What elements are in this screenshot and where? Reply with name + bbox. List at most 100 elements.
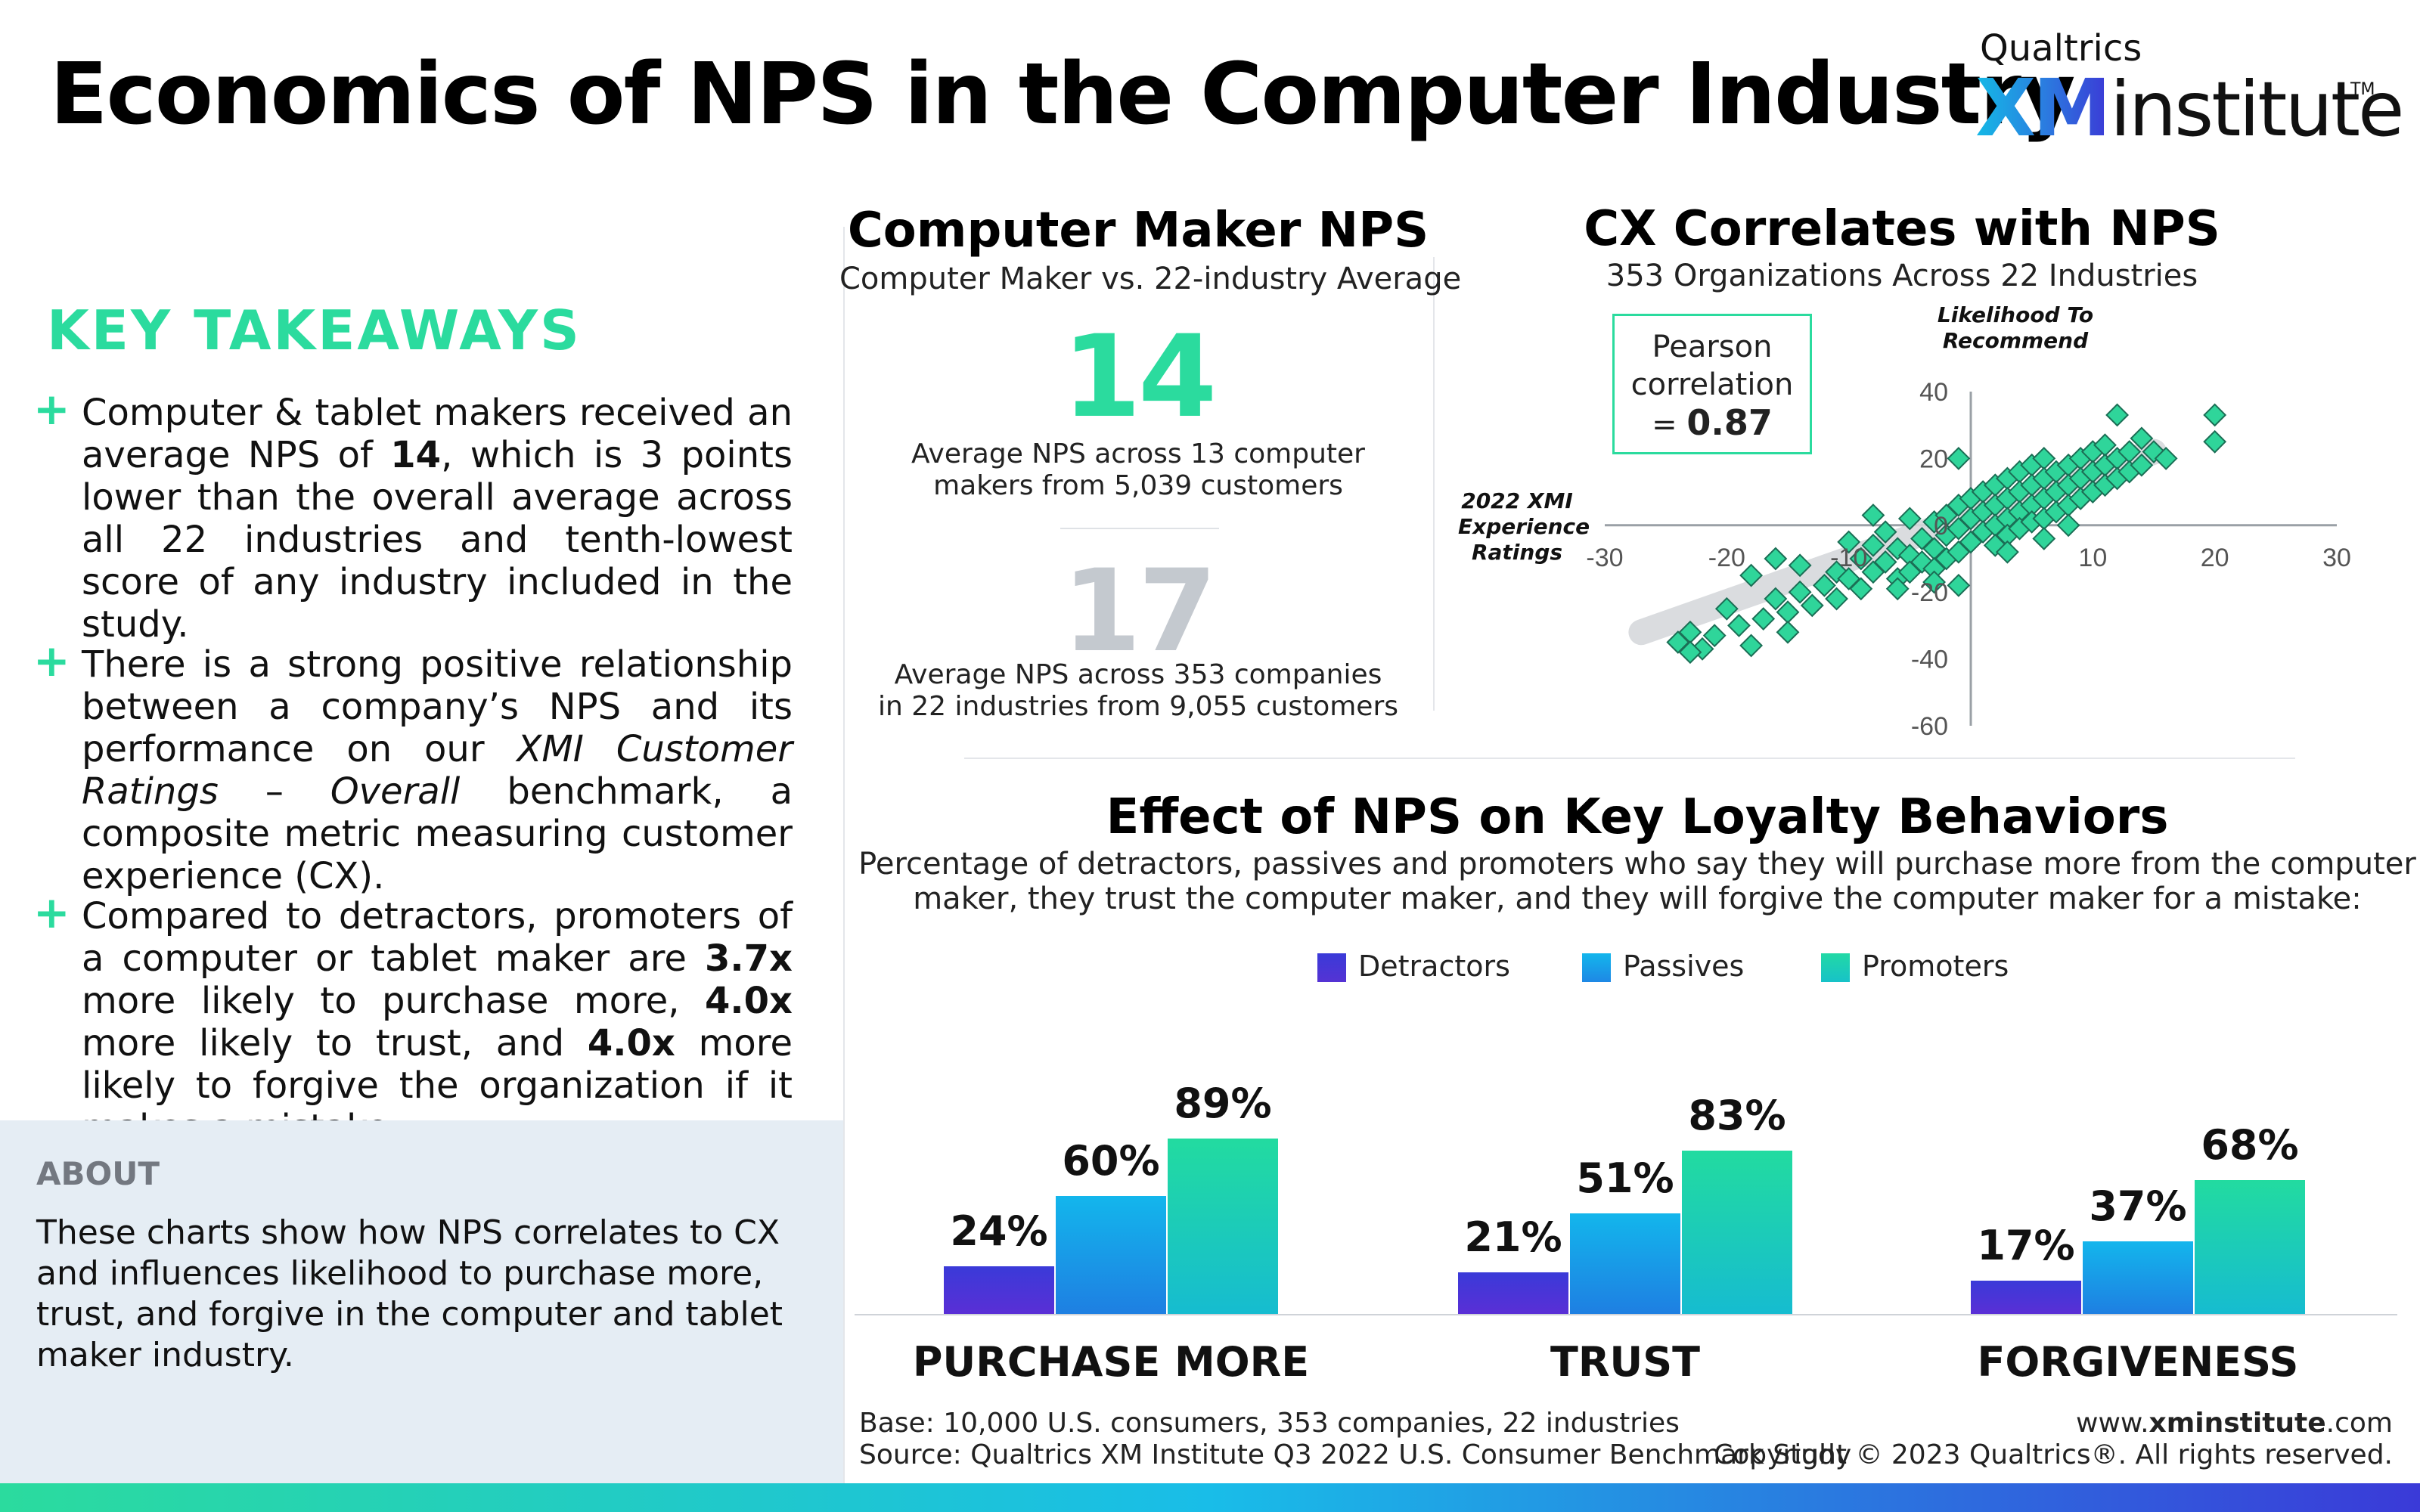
scatter-point [1739,634,1764,658]
scatter-point [1764,547,1788,571]
bar-data-label: 24% [950,1207,1048,1256]
scatter-point [1788,580,1812,604]
scatter-point [1678,640,1702,665]
scatter-y-tick: -60 [1911,712,1948,741]
scatter-point [1800,593,1824,618]
scatter-point [1910,527,1934,550]
scatter-point [2203,429,2227,454]
nps-panel-title: Computer Maker NPS [847,203,1429,259]
legend-swatch-passives [1582,953,1611,982]
pearson-line-1: Pearson [1652,330,1773,364]
panel-divider [1433,257,1435,711]
bar-category-label: TRUST [1550,1338,1700,1386]
scatter-point [1849,577,1873,601]
scatter-x-tick: -10 [1830,544,1867,572]
bar-detractors [944,1266,1054,1314]
footer-website[interactable]: www.xminstitute.com [2076,1408,2393,1439]
bar-chart-subtitle-1: Percentage of detractors, passives and p… [858,847,2416,881]
scatter-point [1837,530,1861,554]
pearson-annotation: Pearson correlation = 0.87 [1612,314,1812,454]
page-title: Economics of NPS in the Computer Industr… [50,45,2075,144]
scatter-point [1788,553,1812,578]
bottom-gradient-bar [0,1483,2420,1512]
bar-detractors [1971,1280,2081,1314]
scatter-point [1812,573,1836,597]
scatter-point [1727,613,1751,637]
logo-trademark: TM [2350,80,2375,99]
scatter-point [1837,567,1861,590]
bar-passives [2083,1241,2193,1314]
average-nps-value: 17 [1062,546,1218,677]
bar-category-label: FORGIVENESS [1977,1338,2299,1386]
scatter-point [1947,446,1971,470]
scatter-point [1947,573,1971,597]
scatter-point [2032,527,2056,550]
legend-label-detractors: Detractors [1358,950,1510,983]
scatter-point [1861,503,1885,527]
scatter-y-tick: -20 [1911,578,1948,607]
logo-qualtrics-text: Qualtrics [1980,27,2142,70]
pearson-line-2: correlation [1630,367,1794,402]
scatter-point [1776,620,1800,644]
bar-data-label: 37% [2089,1182,2187,1230]
bar-passives [1570,1213,1680,1314]
scatter-y-label: Likelihood To Recommend [1937,302,2094,353]
scatter-point [2105,403,2130,427]
bar-data-label: 21% [1464,1213,1562,1262]
scatter-point [1714,596,1739,621]
bar-promoters [1168,1139,1278,1314]
plus-icon: + [33,635,70,686]
scatter-y-tick: -40 [1911,646,1948,674]
scatter-point [2154,446,2178,470]
scatter-title: CX Correlates with NPS [1584,201,2220,257]
logo-xm-text: XM [1975,62,2111,154]
bar-category-label: PURCHASE MORE [912,1338,1310,1386]
scatter-x-label: 2022 XMI Experience Ratings [1458,488,1590,565]
average-nps-desc-2: in 22 industries from 9,055 customers [877,691,1399,722]
section-divider [964,758,2295,759]
scatter-point [1873,520,1897,544]
legend-swatch-promoters [1821,953,1850,982]
scatter-x-tick: 30 [2322,544,2351,572]
bar-data-label: 89% [1174,1080,1272,1127]
scatter-x-tick: -30 [1586,544,1623,572]
about-heading: ABOUT [36,1155,160,1192]
bar-promoters [2195,1179,2305,1314]
scatter-subtitle: 353 Organizations Across 22 Industries [1606,259,2198,293]
scatter-y-tick: 40 [1919,378,1948,407]
scatter-y-tick: 20 [1919,445,1948,473]
scatter-point [2056,513,2080,538]
legend-label-promoters: Promoters [1862,950,2009,983]
scatter-point [1873,550,1897,574]
bar-chart-title: Effect of NPS on Key Loyalty Behaviors [1106,789,2169,845]
bar-data-label: 51% [1576,1154,1674,1203]
takeaway-1: Computer & tablet makers received an ave… [82,392,793,646]
about-panel [0,1120,843,1485]
legend-label-passives: Passives [1623,950,1745,983]
column-divider [843,227,845,1483]
logo-institute-text: institute [2110,65,2405,153]
nps-divider [1060,528,1219,529]
bar-data-label: 60% [1062,1136,1160,1185]
bar-data-label: 68% [2201,1120,2299,1169]
scatter-point [1995,540,2019,564]
bar-chart-subtitle-2: maker, they trust the computer maker, an… [913,881,2362,916]
bar-data-label: 83% [1688,1091,1786,1139]
bar-data-label: 17% [1977,1221,2075,1269]
industry-nps-desc-2: makers from 5,039 customers [933,470,1343,501]
pearson-value: 0.87 [1686,402,1773,443]
scatter-x-tick: -20 [1708,544,1745,572]
industry-nps-value: 14 [1062,311,1218,443]
scatter-y-tick: 0 [1934,512,1948,541]
scatter-point [1739,563,1764,587]
scatter-x-tick: 20 [2201,544,2229,572]
nps-panel-subtitle: Computer Maker vs. 22-industry Average [839,262,1462,296]
bar-baseline [855,1314,2397,1315]
about-text: These charts show how NPS correlates to … [36,1213,783,1374]
legend-swatch-detractors [1317,953,1346,982]
scatter-point [1751,607,1776,631]
bar-promoters [1682,1150,1792,1314]
scatter-point [2130,453,2154,477]
